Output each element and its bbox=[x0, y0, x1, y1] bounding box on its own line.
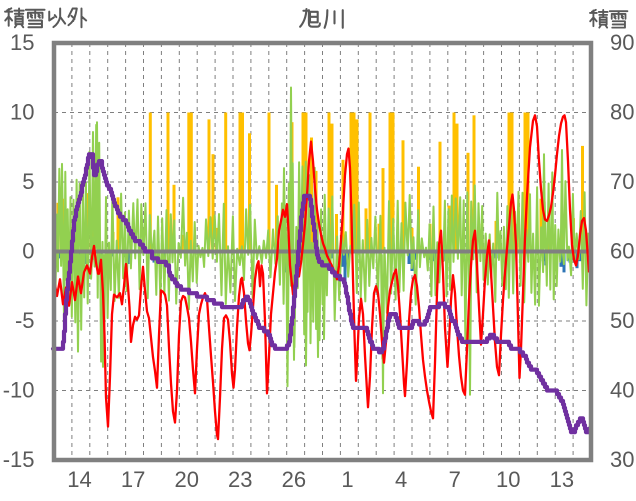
svg-text:40: 40 bbox=[610, 378, 634, 403]
svg-text:23: 23 bbox=[228, 467, 252, 492]
svg-text:80: 80 bbox=[610, 100, 634, 125]
svg-text:-15: -15 bbox=[3, 447, 35, 472]
svg-text:0: 0 bbox=[22, 239, 34, 264]
svg-text:13: 13 bbox=[550, 467, 574, 492]
svg-text:60: 60 bbox=[610, 239, 634, 264]
svg-text:10: 10 bbox=[10, 100, 34, 125]
svg-text:7: 7 bbox=[449, 467, 461, 492]
svg-text:70: 70 bbox=[610, 169, 634, 194]
svg-text:5: 5 bbox=[22, 169, 34, 194]
svg-text:-10: -10 bbox=[3, 378, 35, 403]
svg-text:10: 10 bbox=[496, 467, 520, 492]
svg-text:30: 30 bbox=[610, 447, 634, 472]
svg-text:20: 20 bbox=[174, 467, 198, 492]
svg-text:26: 26 bbox=[282, 467, 306, 492]
svg-text:50: 50 bbox=[610, 308, 634, 333]
svg-text:14: 14 bbox=[67, 467, 91, 492]
svg-text:-5: -5 bbox=[15, 308, 35, 333]
svg-text:4: 4 bbox=[395, 467, 407, 492]
svg-text:1: 1 bbox=[341, 467, 353, 492]
svg-text:90: 90 bbox=[610, 30, 634, 55]
svg-text:17: 17 bbox=[121, 467, 145, 492]
svg-text:15: 15 bbox=[10, 30, 34, 55]
